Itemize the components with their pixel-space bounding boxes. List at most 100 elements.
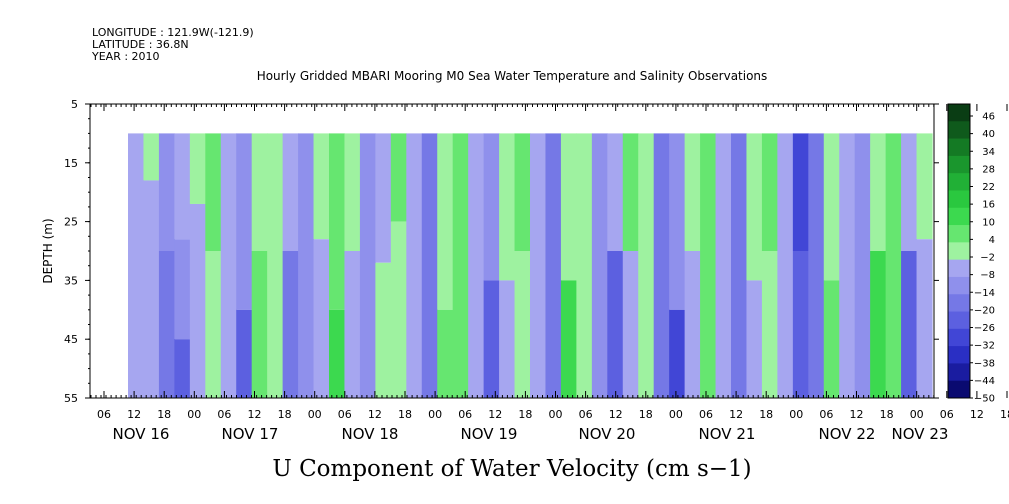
heatmap-cell (437, 133, 454, 310)
x-tick-label: 06 (338, 408, 352, 421)
heatmap-cell (282, 251, 299, 398)
x-axis: 06 12 18 00 06 12 18 00 06 12 18 00 06 12 18 00 06 12 18 00… (90, 104, 1009, 443)
heatmap-cell (344, 251, 361, 398)
chart-title: Hourly Gridded MBARI Mooring M0 Sea Wate… (257, 69, 768, 83)
heatmap-cell (622, 133, 639, 251)
x-tick-label: 00 (428, 408, 442, 421)
heatmap-cell (901, 251, 918, 398)
heatmap-cell (901, 133, 918, 251)
colorbar-swatch (948, 225, 970, 243)
x-tick-label: 00 (549, 408, 563, 421)
colorbar-swatch (948, 311, 970, 330)
x-tick-label: 12 (368, 408, 382, 421)
heatmap-cell (128, 133, 145, 398)
x-tick-label: 00 (308, 408, 322, 421)
heatmap-cell (669, 133, 686, 310)
heatmap-cell (158, 251, 175, 398)
colorbar-swatch (948, 155, 970, 174)
x-tick-label: 18 (398, 408, 412, 421)
colorbar-swatch (948, 242, 970, 261)
heatmap-cell (653, 133, 670, 398)
colorbar-frame (947, 103, 971, 399)
x-day-label: NOV 17 (222, 425, 279, 443)
x-tick-label: 18 (639, 408, 653, 421)
heatmap-cell (452, 133, 469, 398)
colorbar-swatch (948, 346, 970, 364)
heatmap-cell (359, 133, 376, 398)
x-day-label: NOV 21 (699, 425, 756, 443)
heatmap-cell (761, 133, 778, 251)
x-tick-label: 12 (488, 408, 502, 421)
heatmap-cell (530, 133, 547, 398)
x-tick-label: 06 (699, 408, 713, 421)
heatmap-cell (344, 133, 361, 251)
x-tick-label: 06 (819, 408, 833, 421)
colorbar-label: 10 (982, 217, 995, 228)
colorbar-label: 16 (982, 200, 995, 211)
x-axis-label: U Component of Water Velocity (cm s−1) (272, 456, 751, 482)
y-axis: 5 15 25 35 45 55 (64, 98, 939, 405)
heatmap-cell (839, 133, 856, 398)
heatmap-cell (189, 133, 206, 204)
colorbar-label: −8 (980, 270, 995, 281)
heatmap-cell (421, 133, 438, 398)
colorbar-swatch (948, 259, 970, 278)
colorbar-swatch (948, 328, 970, 347)
heatmap-cell (189, 203, 206, 398)
heatmap-cell (483, 280, 500, 398)
x-day-label: NOV 20 (579, 425, 636, 443)
colorbar-label: −38 (974, 358, 995, 369)
heatmap-cell (251, 133, 268, 251)
x-tick-label: 12 (970, 408, 984, 421)
colorbar-label: −50 (974, 394, 995, 405)
x-tick-label: 06 (97, 408, 111, 421)
x-tick-label: 18 (157, 408, 171, 421)
x-tick-label: 12 (127, 408, 141, 421)
y-tick-label: 5 (71, 98, 78, 111)
heatmap-cell (638, 133, 655, 398)
colorbar-swatch (948, 276, 970, 295)
heatmap-cell (684, 251, 701, 398)
heatmap-cell (313, 239, 330, 398)
heatmap-cell (499, 133, 516, 281)
heatmap-cell (669, 309, 686, 398)
heatmap-cell (143, 133, 160, 181)
heatmap-cell (777, 133, 794, 398)
heatmap-cell (792, 133, 809, 251)
heatmap-cell (174, 133, 191, 240)
heatmap-cell (329, 309, 346, 398)
x-tick-label: 18 (278, 408, 292, 421)
colorbar-swatch (948, 207, 970, 226)
heatmap-cell (282, 133, 299, 251)
x-tick-label: 00 (669, 408, 683, 421)
heatmap-cell (437, 309, 454, 398)
heatmap-cell (746, 133, 763, 281)
colorbar-label: 4 (989, 235, 995, 246)
y-tick-label: 35 (64, 274, 78, 287)
colorbar-label: −20 (974, 305, 995, 316)
x-tick-label: 06 (579, 408, 593, 421)
y-axis-label: DEPTH (m) (41, 218, 55, 283)
heatmap-cell (406, 133, 423, 398)
x-tick-label: 18 (880, 408, 894, 421)
heatmap-cell (885, 133, 902, 398)
heatmap-cell (823, 280, 840, 398)
header-year: YEAR : 2010 (91, 50, 160, 63)
x-tick-label: 12 (729, 408, 743, 421)
y-tick-label: 55 (64, 392, 78, 405)
x-day-label: NOV 18 (342, 425, 399, 443)
heatmap-cell (560, 133, 577, 281)
heatmap-cell (545, 133, 562, 398)
heatmap-cell (607, 133, 624, 251)
x-tick-label: 12 (609, 408, 623, 421)
x-day-label: NOV 19 (461, 425, 518, 443)
x-tick-label: 06 (940, 408, 954, 421)
colorbar-label: 46 (982, 112, 995, 123)
heatmap-cell (158, 133, 175, 251)
heatmap-cell (700, 133, 717, 398)
header-latitude: LATITUDE : 36.8N (92, 38, 189, 51)
colorbar-swatch (948, 363, 970, 382)
heatmap-cell (220, 133, 237, 398)
heatmap-cell (684, 133, 701, 251)
